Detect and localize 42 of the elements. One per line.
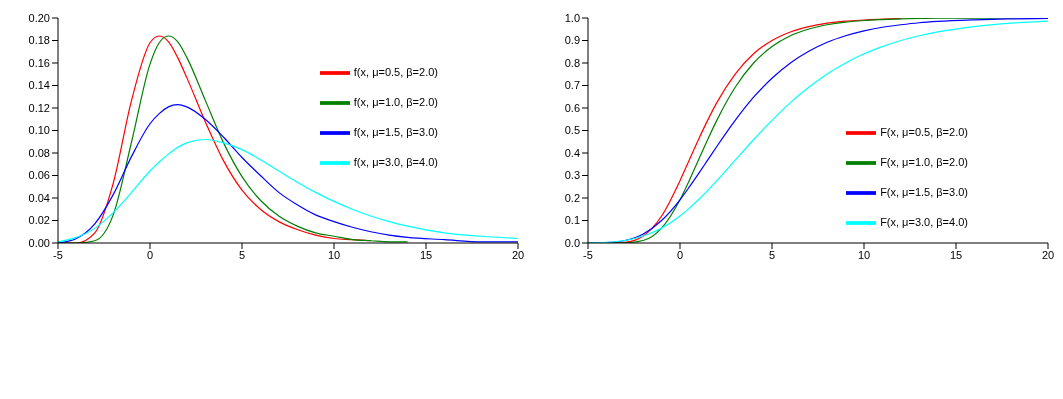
legend-label: F(x, μ=1.5, β=3.0) (880, 185, 968, 198)
y-tick-label: 0.8 (564, 56, 580, 69)
y-tick-label: 0.3 (564, 169, 580, 182)
y-tick-label: 0.4 (564, 146, 580, 159)
y-tick-label: 0.08 (28, 146, 50, 159)
y-tick-label: 0.0 (564, 236, 580, 249)
legend-label: f(x, μ=1.0, β=2.0) (353, 95, 438, 108)
y-tick-label: 0.20 (28, 11, 50, 24)
y-tick-label: 0.9 (564, 34, 580, 47)
x-tick-label: 5 (768, 248, 776, 261)
y-tick-label: 0.6 (564, 101, 580, 114)
y-tick-label: 0.04 (28, 191, 50, 204)
legend-label: F(x, μ=3.0, β=4.0) (880, 215, 968, 228)
legend-label: f(x, μ=3.0, β=4.0) (353, 155, 438, 168)
x-tick-label: 10 (857, 248, 871, 261)
x-tick-label: 0 (146, 248, 154, 261)
x-tick-label: 5 (238, 248, 246, 261)
legend-label: f(x, μ=0.5, β=2.0) (353, 65, 438, 78)
x-tick-label: -5 (53, 248, 63, 261)
y-tick-label: 0.18 (28, 34, 50, 47)
y-tick-label: 0.06 (28, 169, 50, 182)
y-tick-label: 0.1 (564, 214, 580, 227)
y-tick-label: 0.12 (28, 101, 50, 114)
legend-label: f(x, μ=1.5, β=3.0) (353, 125, 438, 138)
x-tick-label: 20 (511, 248, 525, 261)
x-tick-label: 20 (1041, 248, 1055, 261)
x-tick-label: -5 (583, 248, 593, 261)
legend-label: F(x, μ=0.5, β=2.0) (880, 125, 968, 138)
y-tick-label: 0.14 (28, 79, 50, 92)
y-tick-label: 0.7 (564, 79, 580, 92)
x-tick-label: 15 (949, 248, 963, 261)
y-tick-label: 0.5 (564, 124, 580, 137)
x-tick-label: 15 (419, 248, 433, 261)
y-tick-label: 1.0 (564, 11, 580, 24)
y-tick-label: 0.16 (28, 56, 50, 69)
legend-label: F(x, μ=1.0, β=2.0) (880, 155, 968, 168)
x-tick-label: 0 (676, 248, 684, 261)
x-tick-label: 10 (327, 248, 341, 261)
y-tick-label: 0.00 (28, 236, 50, 249)
y-tick-label: 0.2 (564, 191, 580, 204)
y-tick-label: 0.02 (28, 214, 50, 227)
y-tick-label: 0.10 (28, 124, 50, 137)
